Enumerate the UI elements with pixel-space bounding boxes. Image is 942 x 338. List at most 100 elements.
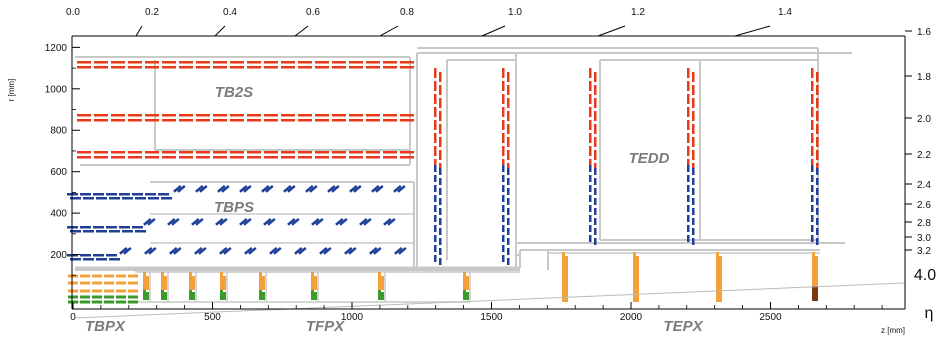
tedd-ps-module [687,205,690,212]
tedd-ps-module [816,238,819,245]
tbps-tilted-module [387,218,396,226]
tedd-ps-module [434,185,437,192]
z-tick-label: 1000 [341,312,364,323]
tedd-2s-module [502,94,505,104]
tedd-ps-module [692,228,695,235]
tfpx-disk-module [262,292,265,300]
tfpx-disk-module [192,292,195,300]
tedd-ps-module [507,168,510,175]
eta-lines [74,25,906,319]
tedd-2s-module [507,111,510,121]
tedd-2s-module [692,137,695,147]
tedd-ps-module [589,205,592,212]
tfpx-disk-module [192,276,195,290]
tedd-ps-module [594,238,597,245]
tb2s-module [315,119,329,122]
tedd-2s-module [692,98,695,108]
tb2s-module [213,66,227,69]
tbpx-module [80,289,90,293]
tedd-2s-module [589,68,592,78]
tedd-2s-module [687,94,690,104]
region-label-tfpx: TFPX [306,318,345,335]
tb2s-module [366,151,380,154]
tedd-2s-module [692,72,695,82]
tb2s-module [111,114,125,117]
tb2s-module [332,114,346,117]
tb2s-module [332,156,346,159]
tfpx-disk-module [189,290,192,300]
tedd-ps-module [687,235,690,242]
tedd-ps-module [502,235,505,242]
tbps-tilted-module [371,185,380,193]
eta-right-tick-label: 1.6 [917,27,931,38]
tedd-ps-module [594,228,597,235]
tbps-flat-module [70,258,81,261]
tbps-flat-module [83,230,94,233]
tb2s-module [264,156,278,159]
tedd-2s-module [594,111,597,121]
tb2s-module [162,66,176,69]
tedd-2s-module [434,107,437,117]
tedd-ps-module [507,198,510,205]
tb2s-module [145,151,159,154]
tb2s-module [298,156,312,159]
tedd-2s-module [594,98,597,108]
tb2s-module [179,66,193,69]
tbps-tilted-module [248,247,257,255]
tedd-2s-module [594,124,597,134]
tbpx-module [104,281,114,285]
tbps-tilted-module [309,185,318,193]
tedd-ps-module [434,215,437,222]
tb2s-module [145,114,159,117]
tfpx-disk-module [314,292,317,300]
tedd-ps-module [434,195,437,202]
tfpx-disk-module [463,290,466,300]
tb2s-module [315,156,329,159]
tfpx-disk-module [161,290,164,300]
tbps-tilted-module [348,247,357,255]
tfpx-disk-module [220,272,223,290]
tedd-2s-module [507,85,510,95]
tbps-tilted-module [215,218,224,226]
tedd-2s-module [589,159,592,169]
eta-top-tick-label: 0.2 [145,7,159,18]
tfpx-disk-module [189,272,192,290]
tedd-ps-module [589,175,592,182]
tedd-ps-module [502,205,505,212]
tb2s-module [247,114,261,117]
tedd-ps-module [692,218,695,225]
tedd-ps-module [811,225,814,232]
tedd-2s-module [811,94,814,104]
tedd-2s-module [434,94,437,104]
tedd-2s-module [811,159,814,169]
eta-top-tick-label: 1.4 [778,7,792,18]
axes [71,30,912,310]
tb2s-module [128,156,142,159]
tedd-ps-module [594,188,597,195]
tbps-tilted-module [195,218,204,226]
tb2s-module [383,151,397,154]
tb2s-module [128,151,142,154]
tedd-ps-module [687,185,690,192]
tedd-2s-module [816,137,819,147]
tedd-ps-module [439,248,442,255]
tedd-ps-module [594,168,597,175]
tb2s-module [230,151,244,154]
tedd-2s-module [692,85,695,95]
tedd-2s-module [439,150,442,160]
tedd-ps-module [507,248,510,255]
tedd-2s-module [502,159,505,169]
tfpx-disk-module [463,272,466,290]
tb2s-module [349,61,363,64]
tedd-ps-module [439,178,442,185]
tbps-tilted-module [123,247,132,255]
tedd-ps-module [507,218,510,225]
tb2s-module [383,66,397,69]
tedd-ps-module [439,238,442,245]
tb2s-module [128,61,142,64]
tbps-flat-module [109,197,120,200]
tbps-tilted-module [119,247,128,255]
tbps-tilted-module [298,247,307,255]
tbps-tilted-module [265,184,274,193]
tedd-ps-module [507,208,510,215]
